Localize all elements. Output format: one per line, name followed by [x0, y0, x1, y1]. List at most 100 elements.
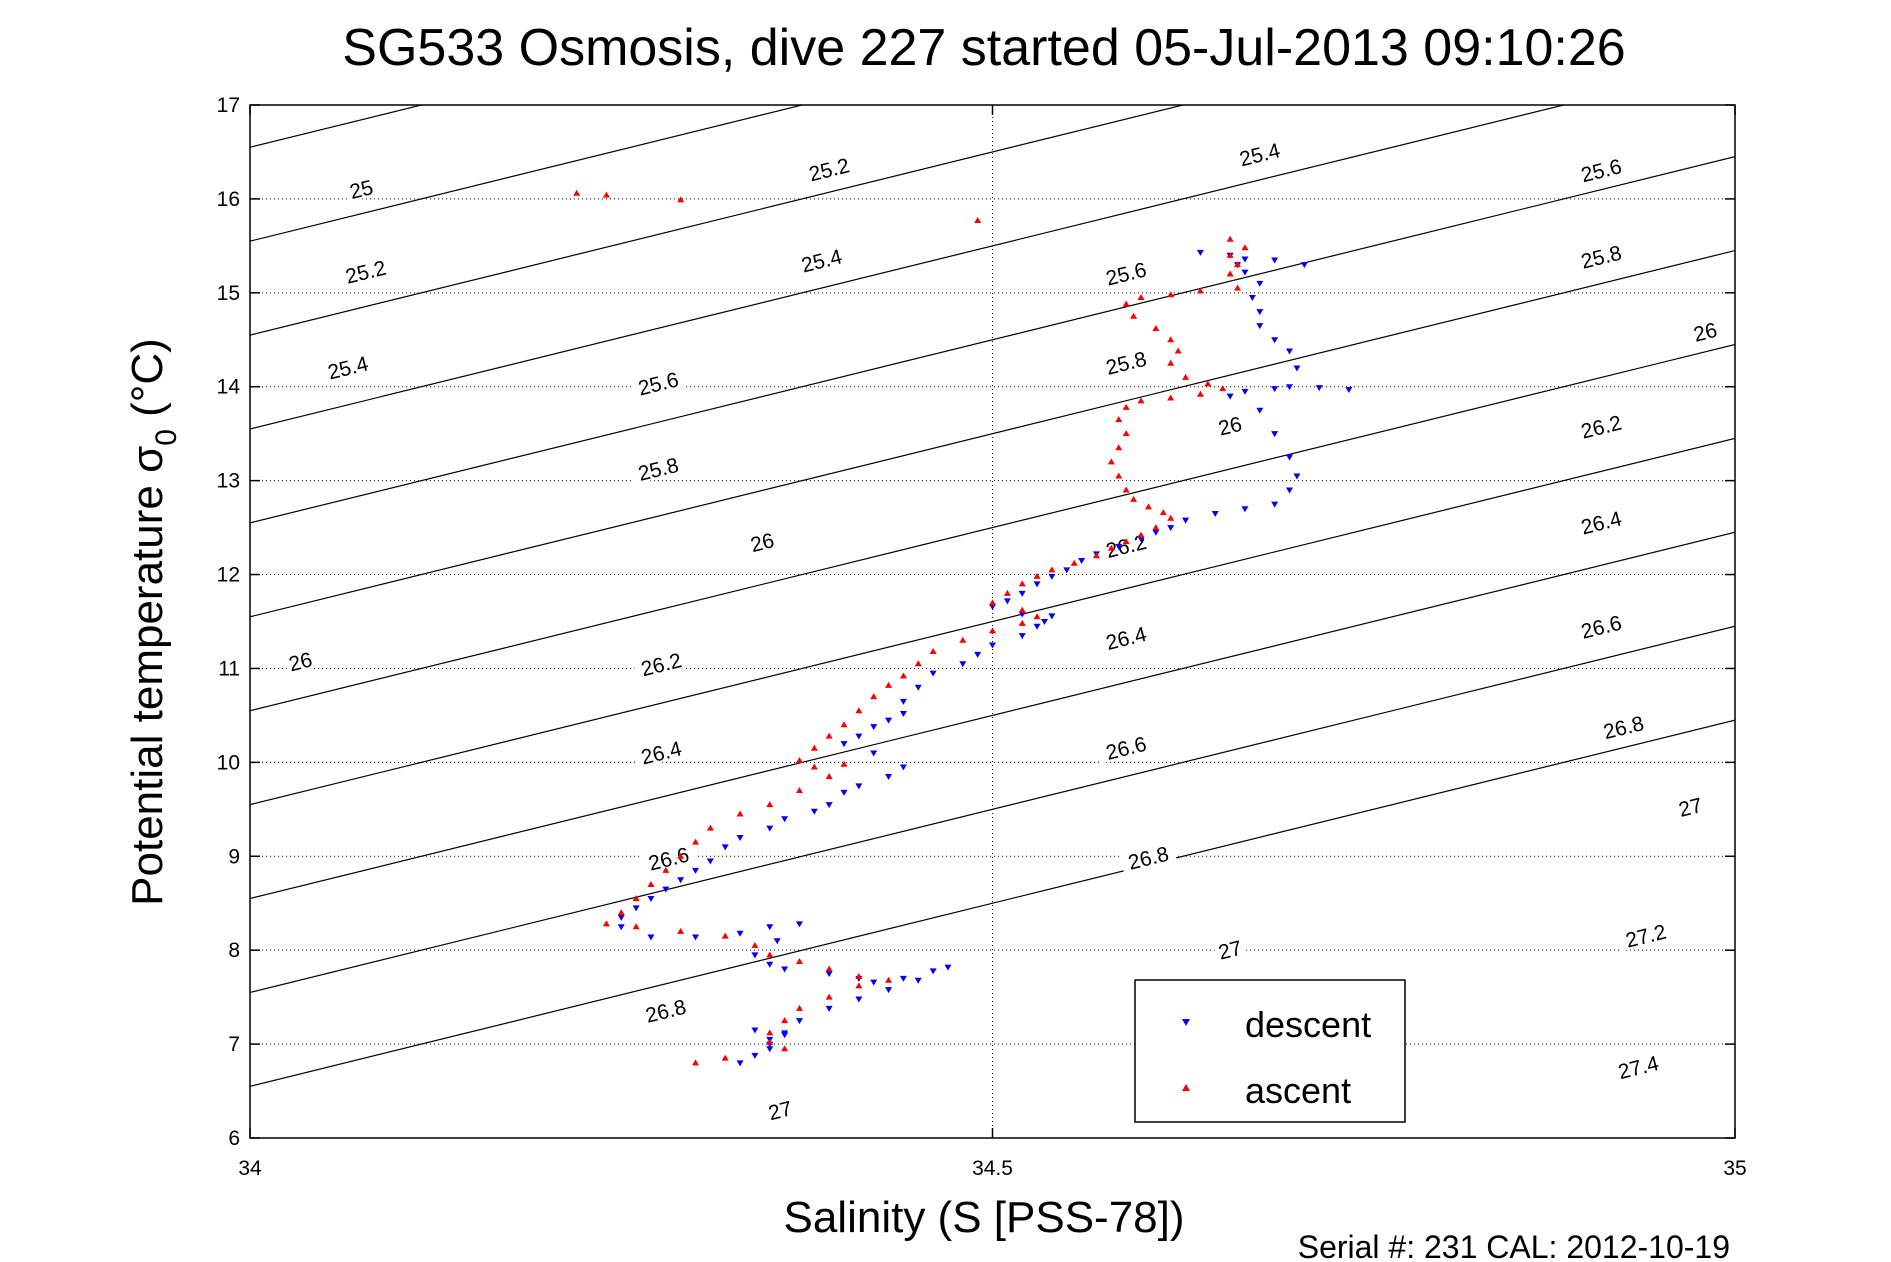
data-point: [1137, 536, 1145, 543]
contour-line: [250, 531, 1735, 900]
contour-line: [250, 719, 1735, 1087]
data-point: [1300, 262, 1308, 269]
contour-label-bg: [282, 645, 318, 675]
contour-label-text: 27: [1676, 794, 1704, 822]
data-point: [974, 651, 982, 658]
data-point: [647, 896, 655, 903]
data-point: [1196, 249, 1204, 256]
x-tick-label: 34: [238, 1157, 262, 1180]
data-point: [855, 733, 863, 740]
data-point: [989, 642, 996, 649]
contour-label-bg: [1594, 708, 1652, 743]
x-tick-label: 35: [1723, 1157, 1746, 1180]
data-point: [1122, 430, 1130, 437]
data-point: [1241, 506, 1249, 513]
data-point: [870, 724, 878, 731]
data-point: [751, 952, 759, 959]
data-point: [1130, 495, 1138, 502]
data-point: [1167, 359, 1175, 366]
data-point: [1003, 598, 1011, 605]
data-point: [795, 1004, 803, 1011]
contour-label-text: 26: [748, 529, 776, 557]
data-point: [751, 1052, 759, 1059]
data-point: [1293, 365, 1301, 372]
data-point: [885, 717, 893, 724]
data-point: [1174, 347, 1182, 354]
data-point: [855, 707, 863, 714]
data-point: [1018, 611, 1026, 618]
data-point: [1092, 552, 1100, 559]
data-point: [1256, 323, 1264, 330]
contour-label-text: 26: [1691, 319, 1719, 347]
contour-line: [250, 437, 1735, 806]
y-tick-label: 7: [228, 1033, 240, 1056]
data-point: [602, 920, 610, 927]
data-point: [1226, 235, 1234, 242]
contour-label-bg: [1096, 254, 1155, 290]
data-point: [773, 938, 781, 945]
contour-label-bg: [799, 150, 858, 186]
y-tick-label: 11: [218, 657, 240, 680]
data-point: [677, 877, 685, 884]
data-point: [766, 1038, 774, 1045]
data-point: [870, 693, 878, 700]
contour-line: [250, 156, 1735, 524]
serial-cal-footer: Serial #: 231 CAL: 2012-10-19: [1298, 1229, 1730, 1262]
contour-label-bg: [1572, 408, 1630, 443]
data-point: [1063, 567, 1071, 574]
data-point: [974, 217, 982, 224]
contour-label-bg: [629, 450, 687, 485]
data-point: [929, 670, 937, 677]
data-point: [929, 648, 937, 655]
data-point: [1048, 566, 1056, 573]
data-point: [885, 976, 893, 983]
data-point: [1033, 581, 1041, 588]
data-point: [1033, 613, 1041, 620]
data-point: [840, 760, 848, 767]
data-point: [677, 852, 685, 859]
data-point: [959, 661, 967, 668]
data-point: [914, 660, 922, 667]
data-point: [810, 763, 818, 770]
data-point: [1159, 509, 1167, 516]
y-tick-label: 13: [217, 470, 240, 493]
data-point: [870, 979, 878, 986]
data-point: [795, 921, 803, 928]
data-point: [632, 923, 640, 930]
data-point: [840, 741, 848, 748]
data-point: [1107, 458, 1115, 465]
data-point: [929, 968, 937, 975]
contour-label: 27.4: [1609, 1048, 1667, 1084]
data-point: [1241, 244, 1249, 251]
data-point: [1122, 403, 1130, 410]
y-tick-label: 16: [217, 188, 240, 211]
contour-label-bg: [792, 241, 851, 277]
contour-label-bg: [1616, 917, 1675, 952]
data-point: [1137, 294, 1145, 301]
data-point: [662, 866, 670, 873]
contour-label-bg: [1212, 409, 1247, 439]
y-tick-label: 8: [228, 939, 240, 962]
data-point: [573, 189, 581, 196]
data-point: [617, 914, 625, 921]
contour-line: [250, 105, 1567, 430]
data-point: [1271, 386, 1279, 393]
data-point: [781, 966, 789, 973]
contour-label-text: 27: [766, 1097, 794, 1125]
data-point: [825, 802, 833, 809]
data-point: [781, 1045, 789, 1052]
data-point: [855, 996, 863, 1003]
data-points: [573, 189, 1353, 1067]
contour-label-text: 26: [287, 648, 315, 676]
data-point: [706, 824, 714, 831]
data-point: [1122, 486, 1130, 493]
data-point: [1256, 280, 1264, 287]
data-point: [1048, 613, 1056, 620]
y-axis-label-subscript: 0: [150, 429, 183, 446]
data-point: [1033, 623, 1041, 630]
legend-ascent-marker: [1182, 1084, 1190, 1091]
data-point: [855, 982, 863, 989]
data-point: [1271, 337, 1279, 344]
data-point: [1115, 543, 1123, 550]
data-point: [1256, 309, 1264, 316]
